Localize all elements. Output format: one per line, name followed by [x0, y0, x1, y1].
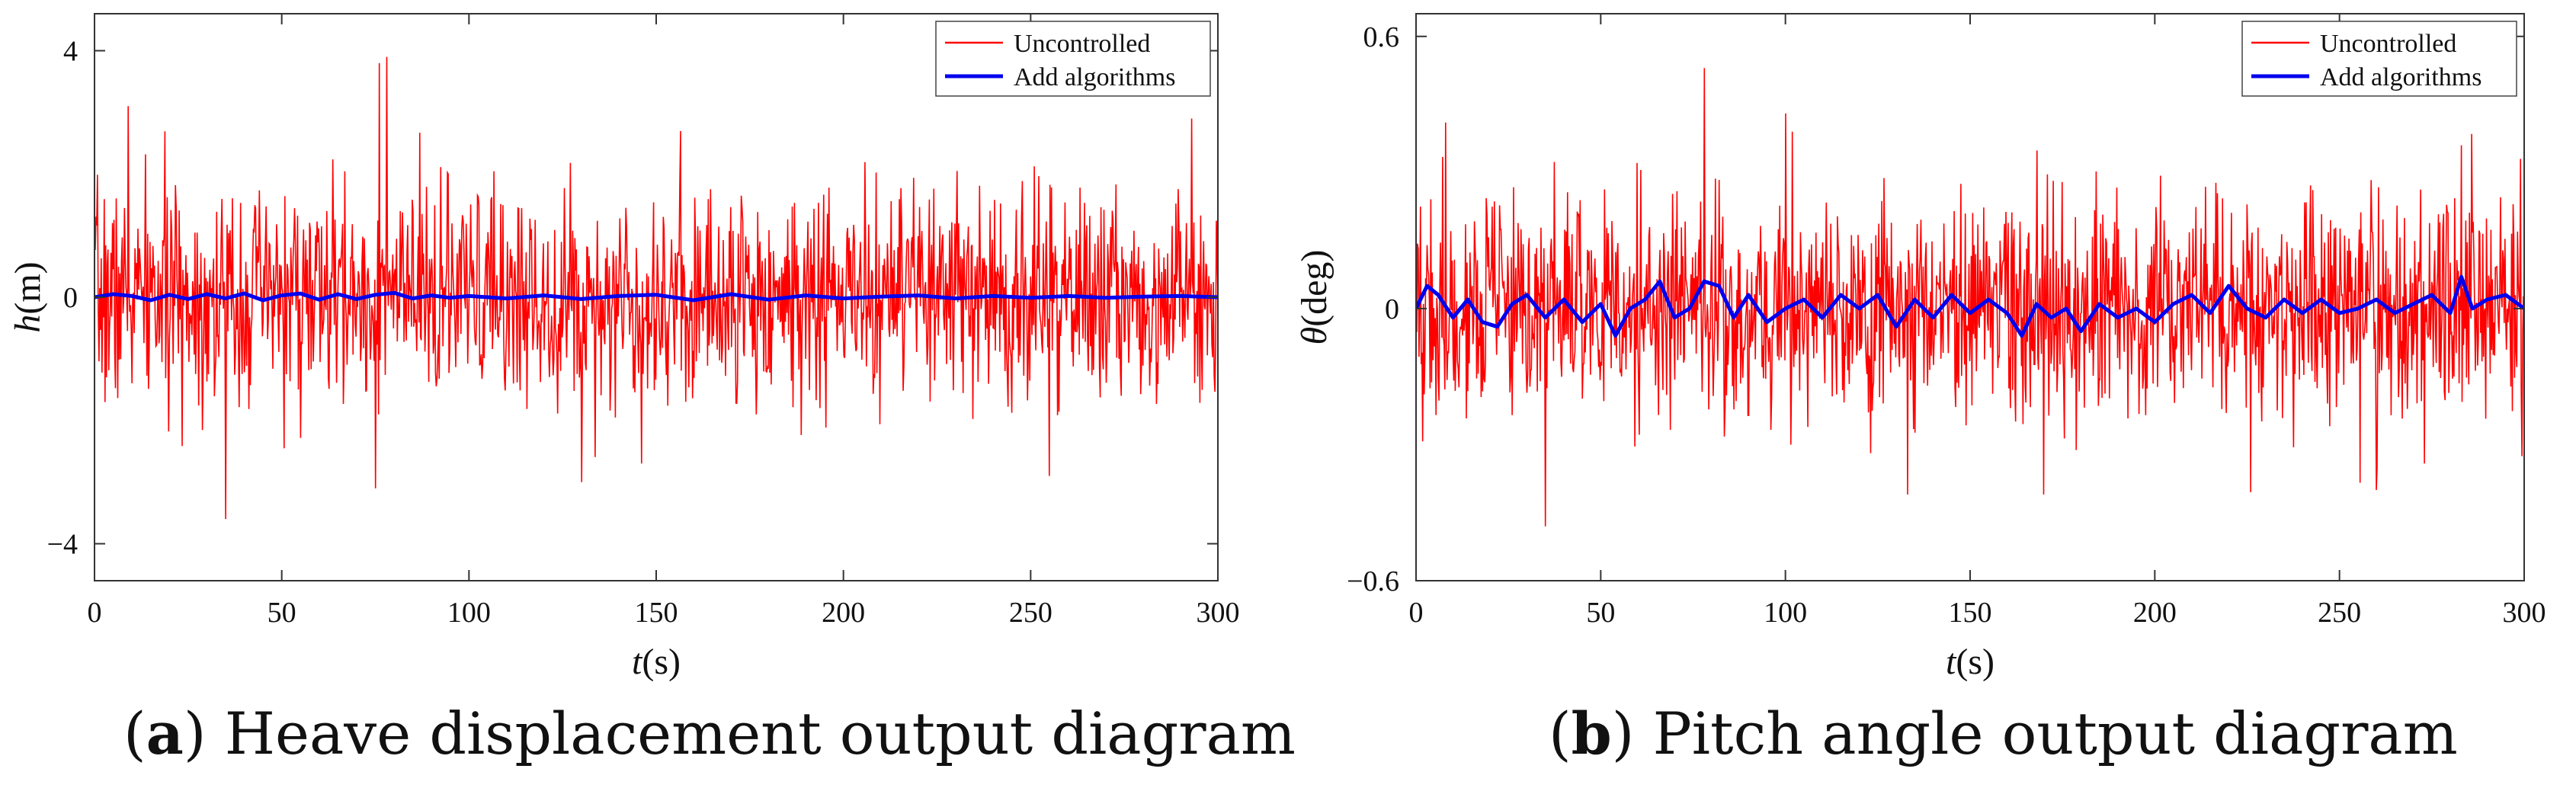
- panel-b-xlabel-unit: (s): [1956, 642, 1994, 682]
- panel-b-xtick-label: 0: [1409, 597, 1424, 629]
- panel-b-ytick-label: 0.6: [1363, 21, 1400, 53]
- panel-a-legend-label-add-algorithms: Add algorithms: [1014, 63, 1175, 91]
- panel-b-ytick-label: −0.6: [1347, 565, 1399, 597]
- panel-a-xtick-label: 250: [1009, 597, 1053, 629]
- panel-b-ylabel-unit: (deg): [1294, 250, 1334, 327]
- panel-a-xlabel-var: t: [632, 642, 643, 682]
- panel-a-xtick-label: 100: [447, 597, 491, 629]
- caption-b: (b) Pitch angle output diagram: [1549, 700, 2458, 767]
- panel-a-ytick-label: 4: [63, 36, 78, 68]
- panel-b-legend-label-add-algorithms: Add algorithms: [2320, 63, 2481, 91]
- panel-b-ytick-label: 0: [1385, 293, 1399, 325]
- panel-b-xtick-label: 100: [1764, 597, 1807, 629]
- panel-a-chart: 0 50 100 150 200 250 300 −4 0 4 t(s) h(m) Uncontroll…: [8, 13, 1240, 682]
- panel-a-series-add-algorithms: [95, 290, 1218, 303]
- panel-a-xlabel-unit: (s): [642, 642, 681, 682]
- panel-a-legend-label-uncontrolled: Uncontrolled: [1014, 30, 1150, 58]
- panel-a-xtick-label: 200: [822, 597, 865, 629]
- panel-b-legend-label-uncontrolled: Uncontrolled: [2320, 30, 2456, 58]
- panel-b-ylabel-var: θ: [1294, 327, 1334, 345]
- panel-a-legend-box: [935, 21, 1211, 97]
- caption-b-text: Pitch angle output diagram: [1652, 700, 2458, 767]
- panel-a-xtick-label: 150: [635, 597, 678, 629]
- panel-b-xtick-label: 300: [2503, 597, 2546, 629]
- panel-a-ylabel: h(m): [8, 261, 48, 332]
- panel-b-xtick-label: 250: [2318, 597, 2361, 629]
- panel-b-legend-box: [2241, 21, 2517, 97]
- panel-a-xlabel: t(s): [632, 642, 681, 682]
- panel-b-xtick-label: 200: [2133, 597, 2177, 629]
- panel-b-legend: Uncontrolled Add algorithms: [2241, 21, 2517, 97]
- panel-b-series-add-algorithms: [1416, 274, 2524, 338]
- caption-a-text: Heave displacement output diagram: [224, 700, 1296, 767]
- panel-a-xtick-label: 300: [1197, 597, 1240, 629]
- panel-a-legend: Uncontrolled Add algorithms: [935, 21, 1211, 97]
- panel-b-xlabel-var: t: [1946, 642, 1957, 682]
- panel-b-chart: 0 50 100 150 200 250 300 −0.6 0 0.6 t(s) θ(deg) Unco…: [1294, 13, 2546, 682]
- caption-a-label: a: [146, 700, 184, 767]
- panel-a-series-uncontrolled: [95, 56, 1218, 520]
- panel-a-xtick-label: 0: [88, 597, 102, 629]
- caption-b-label: b: [1571, 700, 1612, 767]
- caption-a: (a) Heave displacement output diagram: [123, 700, 1296, 767]
- panel-a-ytick-label: −4: [47, 528, 78, 560]
- panel-b-xtick-label: 50: [1586, 597, 1615, 629]
- panel-b-ylabel: θ(deg): [1294, 250, 1334, 345]
- panel-a-ylabel-var: h: [8, 315, 48, 333]
- panel-b-series-uncontrolled: [1416, 68, 2524, 527]
- panel-a-ytick-label: 0: [63, 282, 78, 314]
- panel-a-ylabel-unit: (m): [8, 261, 48, 314]
- figure: 0 50 100 150 200 250 300−404t(s)h(m)Uncontroll…: [8, 13, 2546, 682]
- panel-a-xtick-label: 50: [268, 597, 296, 629]
- panel-b-xtick-label: 150: [1949, 597, 1992, 629]
- panel-b-xlabel: t(s): [1946, 642, 1994, 682]
